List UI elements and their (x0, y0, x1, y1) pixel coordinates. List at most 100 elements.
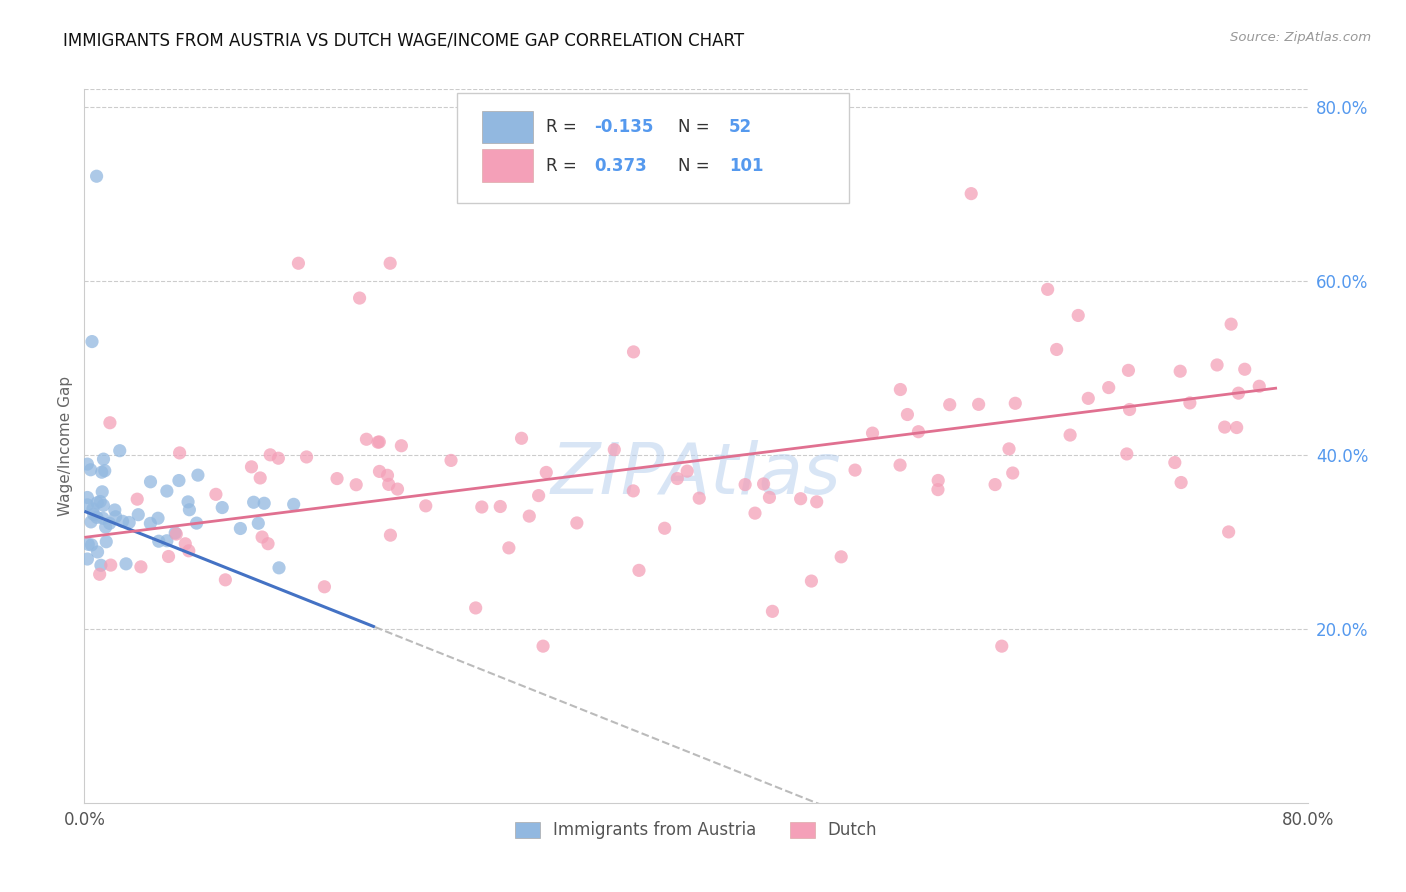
Point (93, 499, 115, 513)
Point (242, 495, 264, 509)
Point (1227, 386, 1250, 401)
Text: -0.135: -0.135 (595, 118, 654, 136)
Text: IMMIGRANTS FROM AUSTRIA VS DUTCH WAGE/INCOME GAP CORRELATION CHART: IMMIGRANTS FROM AUSTRIA VS DUTCH WAGE/IN… (63, 31, 744, 49)
Point (295, 450, 318, 464)
Point (1249, 379, 1271, 393)
Text: N =: N = (678, 118, 714, 136)
Point (1206, 358, 1229, 372)
Point (187, 468, 209, 483)
Point (240, 459, 263, 474)
Point (1213, 420, 1236, 434)
Point (1046, 343, 1069, 357)
Point (104, 509, 127, 524)
Point (356, 432, 378, 446)
Point (806, 495, 828, 509)
Point (148, 534, 170, 549)
Point (830, 549, 852, 564)
Y-axis label: Wage/Income Gap: Wage/Income Gap (58, 376, 73, 516)
Point (1118, 363, 1140, 377)
Text: 52: 52 (728, 118, 752, 136)
Point (623, 344, 645, 359)
Point (214, 573, 236, 587)
Legend: Immigrants from Austria, Dutch: Immigrants from Austria, Dutch (508, 814, 884, 846)
Point (76, 457, 98, 471)
Point (249, 471, 271, 485)
Point (80, 334, 103, 349)
Point (257, 537, 280, 551)
Point (287, 256, 309, 270)
Point (927, 474, 949, 488)
Point (93, 452, 115, 467)
Point (86, 496, 108, 510)
Point (118, 516, 141, 530)
Point (79, 463, 101, 477)
Point (1233, 362, 1256, 376)
Text: N =: N = (678, 157, 714, 175)
Point (165, 525, 187, 540)
Point (609, 135, 631, 149)
Point (734, 477, 756, 491)
Text: 101: 101 (728, 157, 763, 175)
Point (862, 426, 884, 441)
Point (247, 516, 270, 531)
Point (960, 186, 983, 201)
Point (108, 443, 131, 458)
Point (536, 466, 558, 480)
Point (800, 574, 823, 588)
Point (127, 492, 149, 507)
Point (267, 451, 290, 466)
Point (259, 448, 281, 462)
Point (676, 464, 699, 478)
Point (991, 639, 1014, 653)
Text: ZIPAtlas: ZIPAtlas (551, 440, 841, 509)
Point (205, 487, 228, 501)
Text: Source: ZipAtlas.com: Source: ZipAtlas.com (1230, 31, 1371, 45)
Point (387, 482, 409, 496)
Point (165, 527, 187, 541)
Point (415, 499, 437, 513)
Point (761, 604, 783, 618)
Point (344, 477, 367, 491)
Point (531, 639, 554, 653)
Point (94, 464, 117, 478)
Point (752, 477, 775, 491)
Point (389, 439, 412, 453)
Point (174, 537, 197, 551)
Point (211, 500, 233, 515)
Point (177, 495, 200, 509)
Point (115, 557, 138, 571)
Point (98, 516, 121, 531)
FancyBboxPatch shape (457, 93, 849, 203)
Point (368, 465, 391, 479)
Point (378, 477, 401, 491)
Point (229, 521, 252, 535)
Point (94, 520, 117, 534)
Point (89, 494, 111, 508)
Point (91, 511, 114, 525)
Point (688, 491, 710, 505)
Point (758, 491, 780, 505)
Point (82, 502, 104, 516)
Point (517, 509, 540, 524)
Point (844, 463, 866, 477)
Point (129, 559, 152, 574)
Point (156, 533, 179, 548)
Text: 0.373: 0.373 (595, 157, 647, 175)
Point (1098, 381, 1121, 395)
Point (283, 497, 305, 511)
Point (139, 516, 162, 531)
Point (984, 477, 1007, 491)
Point (1118, 402, 1140, 417)
Point (186, 516, 208, 530)
Point (1115, 447, 1137, 461)
Point (1164, 456, 1187, 470)
Point (1004, 396, 1026, 410)
Point (621, 483, 644, 498)
Text: R =: R = (546, 157, 582, 175)
Point (603, 442, 626, 457)
Point (76, 498, 98, 512)
Point (326, 472, 349, 486)
Point (100, 558, 122, 573)
Point (250, 530, 273, 544)
Point (789, 491, 811, 506)
